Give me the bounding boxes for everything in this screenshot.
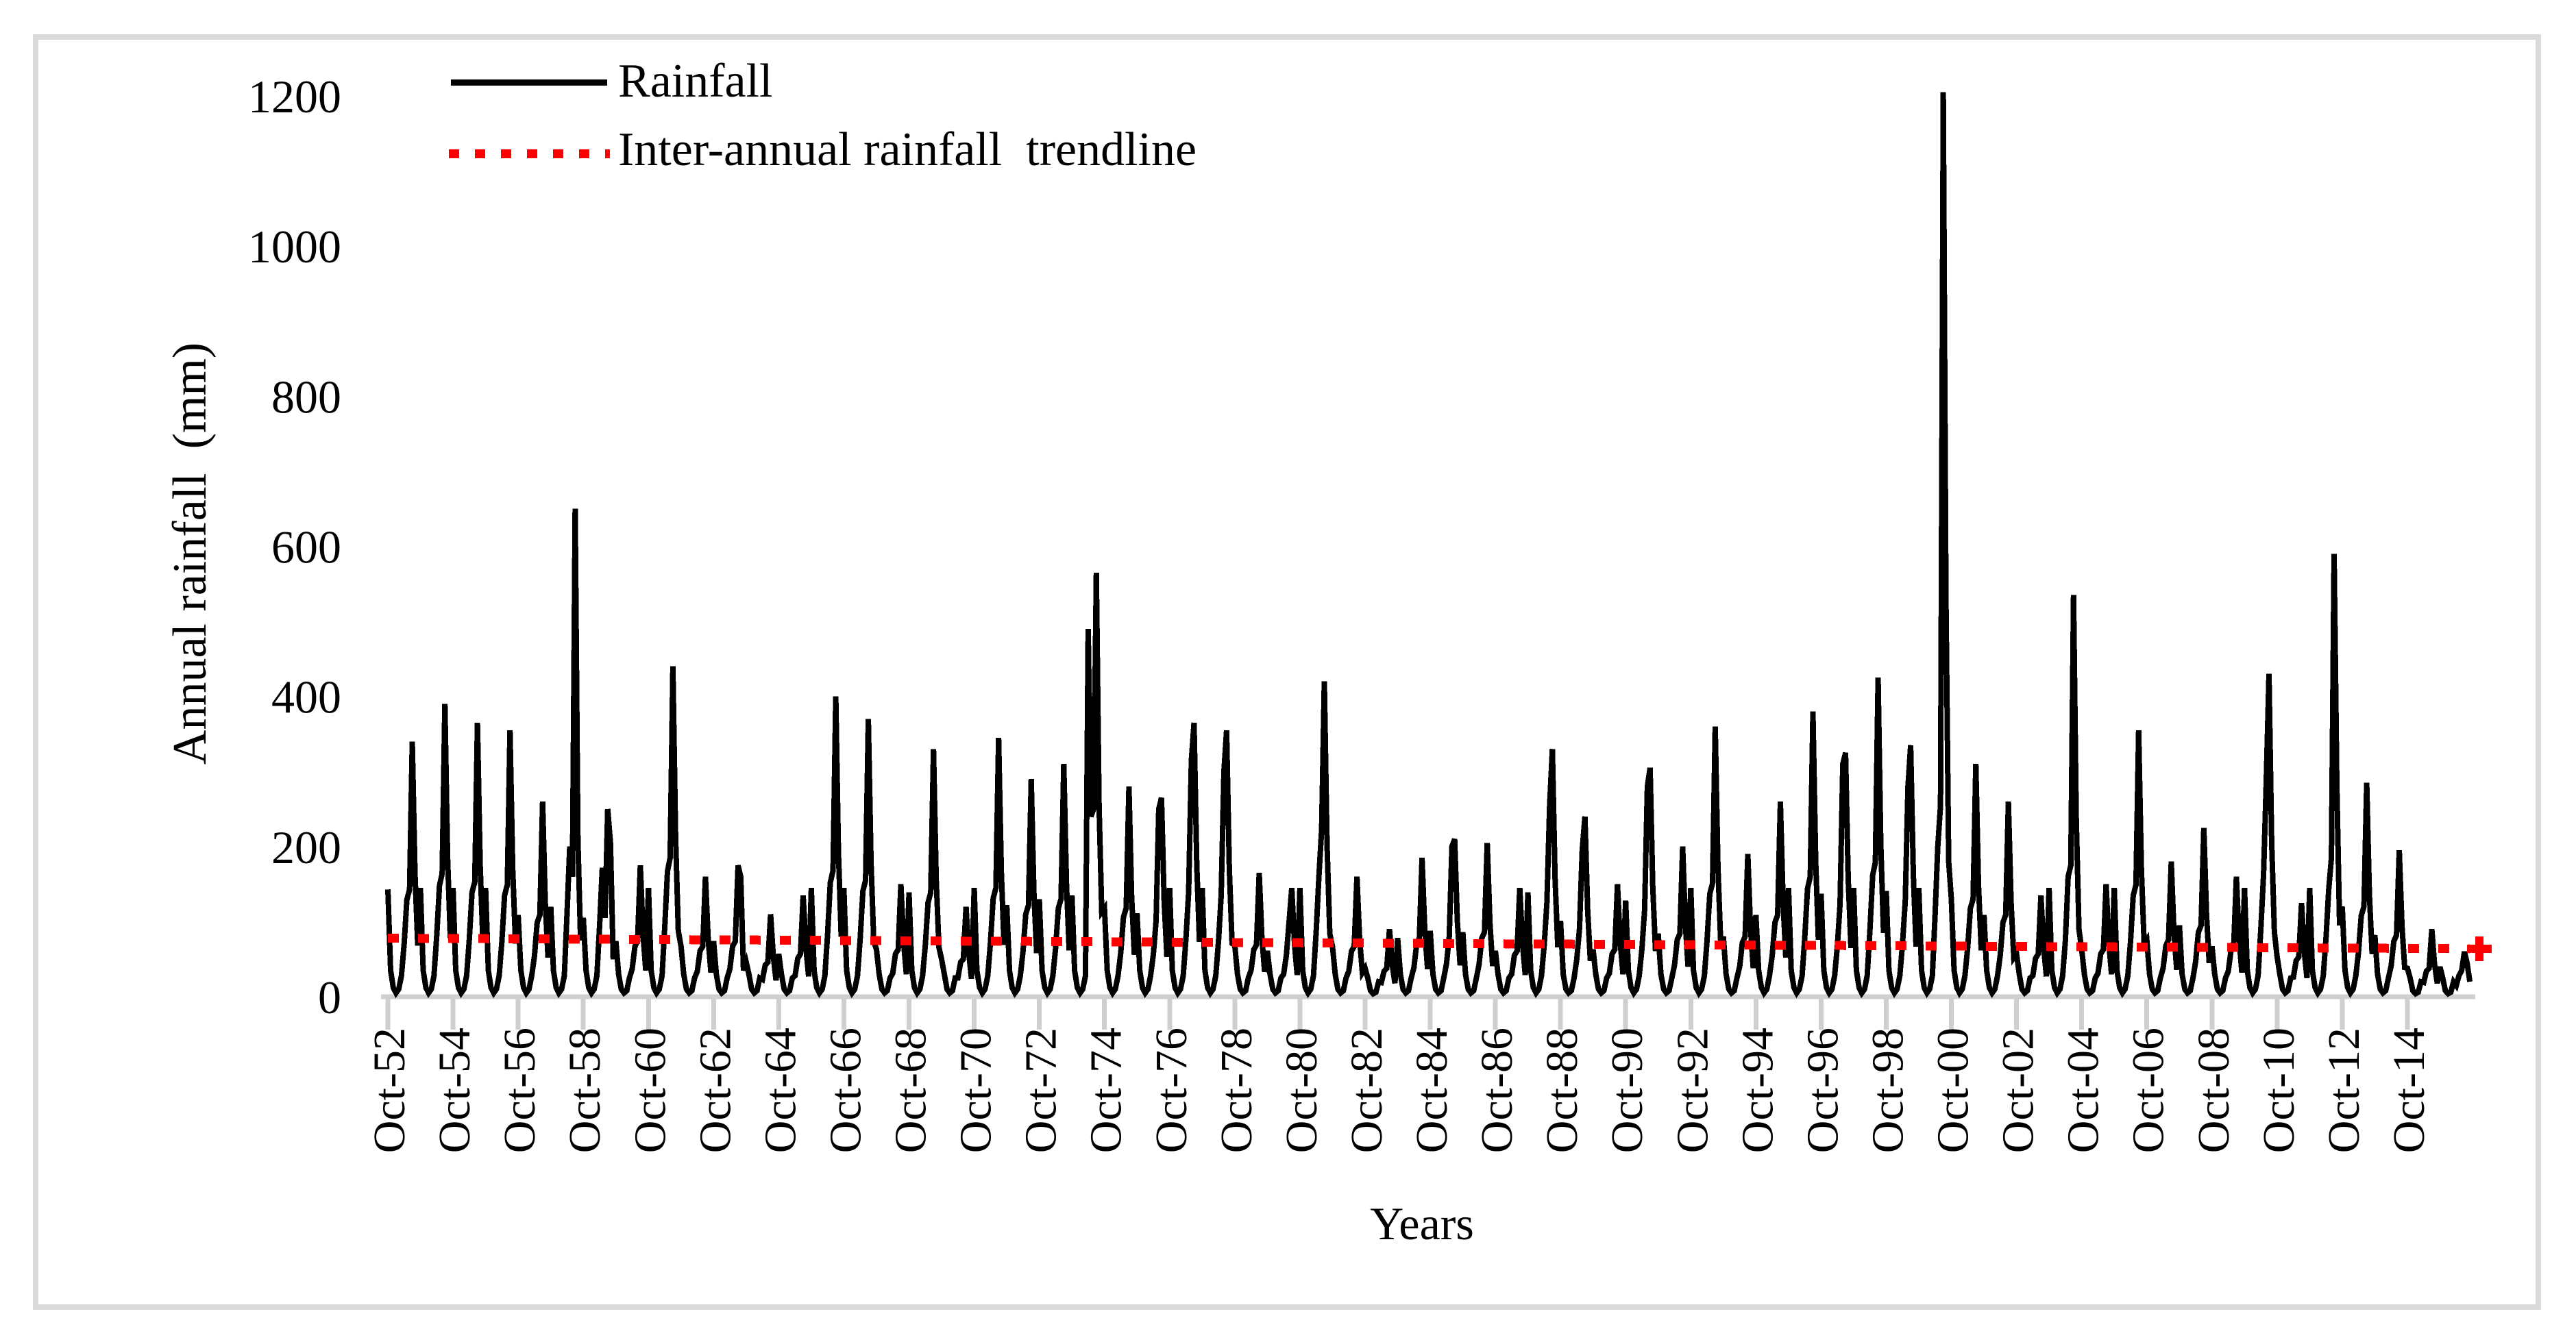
- svg-text:Oct-72: Oct-72: [1016, 1028, 1066, 1153]
- trendline-legend-label: Inter-annual rainfall trendline: [618, 123, 1197, 176]
- svg-text:Oct-68: Oct-68: [886, 1028, 936, 1153]
- rainfall-legend-line-swatch: [451, 79, 607, 86]
- svg-text:Oct-92: Oct-92: [1667, 1028, 1717, 1153]
- x-axis-title: Years: [1370, 1197, 1474, 1250]
- svg-text:Oct-98: Oct-98: [1863, 1028, 1913, 1153]
- svg-text:Oct-70: Oct-70: [951, 1028, 1001, 1153]
- svg-text:Oct-66: Oct-66: [820, 1028, 870, 1153]
- svg-text:Oct-76: Oct-76: [1146, 1028, 1197, 1153]
- svg-text:800: 800: [271, 371, 341, 423]
- svg-text:Oct-86: Oct-86: [1472, 1028, 1522, 1153]
- svg-text:Oct-54: Oct-54: [430, 1028, 480, 1153]
- svg-text:Oct-82: Oct-82: [1342, 1028, 1392, 1153]
- svg-text:Oct-78: Oct-78: [1212, 1028, 1262, 1153]
- svg-text:0: 0: [318, 971, 341, 1023]
- svg-text:Oct-58: Oct-58: [560, 1028, 610, 1153]
- svg-text:Oct-64: Oct-64: [755, 1028, 805, 1153]
- trendline-legend-dotted-swatch: [449, 149, 610, 158]
- svg-text:Oct-74: Oct-74: [1081, 1028, 1131, 1153]
- svg-text:1000: 1000: [248, 221, 341, 273]
- svg-text:Oct-06: Oct-06: [2124, 1028, 2174, 1153]
- svg-text:200: 200: [271, 821, 341, 873]
- svg-text:Oct-84: Oct-84: [1407, 1028, 1457, 1153]
- svg-text:Oct-00: Oct-00: [1928, 1028, 1978, 1153]
- svg-text:Oct-56: Oct-56: [495, 1028, 545, 1153]
- svg-text:Oct-12: Oct-12: [2319, 1028, 2369, 1153]
- svg-text:Oct-10: Oct-10: [2254, 1028, 2304, 1153]
- svg-text:Oct-80: Oct-80: [1277, 1028, 1327, 1153]
- svg-text:Oct-02: Oct-02: [1994, 1028, 2044, 1153]
- svg-text:Oct-60: Oct-60: [625, 1028, 675, 1153]
- rainfall-legend-label: Rainfall: [618, 55, 773, 108]
- svg-text:Oct-96: Oct-96: [1798, 1028, 1848, 1153]
- svg-text:Oct-08: Oct-08: [2189, 1028, 2239, 1153]
- y-axis-title: Annual rainfall (mm): [164, 342, 217, 765]
- svg-text:1200: 1200: [248, 71, 341, 123]
- svg-text:400: 400: [271, 671, 341, 723]
- svg-text:Oct-04: Oct-04: [2059, 1028, 2109, 1153]
- svg-text:Oct-88: Oct-88: [1537, 1028, 1587, 1153]
- svg-text:Oct-14: Oct-14: [2384, 1028, 2434, 1153]
- svg-text:600: 600: [271, 521, 341, 573]
- svg-text:Oct-62: Oct-62: [690, 1028, 740, 1153]
- svg-text:Oct-90: Oct-90: [1602, 1028, 1652, 1153]
- svg-text:Oct-94: Oct-94: [1732, 1028, 1782, 1153]
- svg-text:Oct-52: Oct-52: [365, 1028, 415, 1153]
- figure-border: [33, 34, 2541, 1310]
